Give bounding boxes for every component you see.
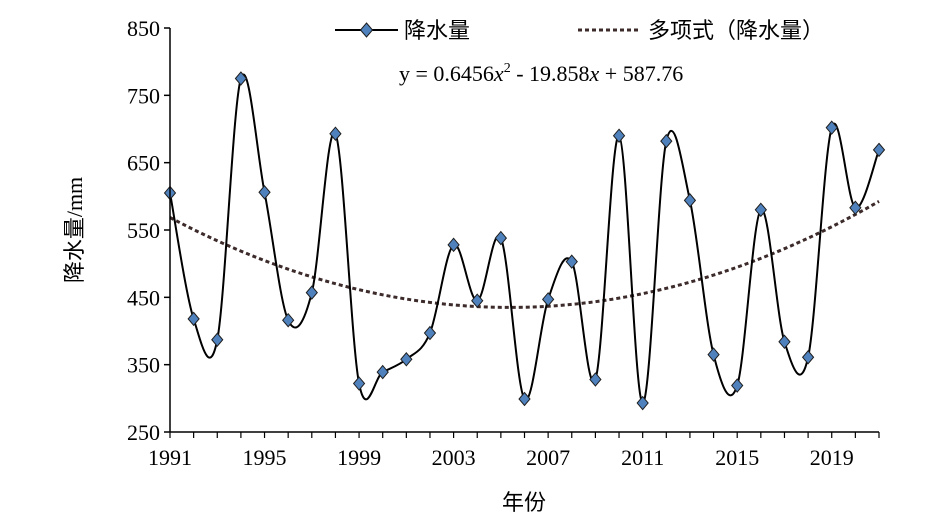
x-tick-label: 1991 <box>148 445 192 470</box>
data-point-marker <box>187 311 200 327</box>
data-point-marker <box>258 185 271 200</box>
y-tick-label: 450 <box>127 285 160 310</box>
data-point-marker <box>282 312 295 328</box>
data-point-marker <box>731 378 744 393</box>
data-point-marker <box>801 349 815 365</box>
y-axis-title: 降水量/mm <box>62 177 87 283</box>
equation-suffix: + 587.76 <box>599 61 683 86</box>
y-tick-label: 550 <box>127 218 160 243</box>
equation-x-term: x <box>493 61 504 86</box>
data-point-marker <box>541 292 555 307</box>
data-point-marker <box>754 202 767 218</box>
x-tick-label: 2015 <box>715 445 759 470</box>
data-point-marker <box>683 193 697 208</box>
y-tick-label: 250 <box>127 420 160 445</box>
series-line-layer <box>169 73 880 405</box>
data-point-marker <box>329 126 342 141</box>
x-axis-ticks: 1991 1995 1999 2003 2007 2011 2015 2019 <box>148 432 880 470</box>
x-tick-label: 2007 <box>526 445 570 470</box>
data-markers <box>163 71 886 411</box>
data-point-marker <box>494 230 508 246</box>
data-point-marker <box>400 352 413 367</box>
equation-x-term-2: x <box>589 61 600 86</box>
trendline-polynomial <box>169 200 880 309</box>
legend-label-series: 降水量 <box>404 18 470 43</box>
y-axis-ticks: 250 350 450 550 650 750 850 <box>127 16 170 445</box>
y-tick-label: 650 <box>127 151 160 176</box>
data-point-marker <box>234 71 248 86</box>
y-tick-label: 850 <box>127 16 160 41</box>
data-point-marker <box>778 334 791 350</box>
legend-diamond-marker <box>359 22 374 38</box>
data-point-marker <box>518 391 531 407</box>
y-tick-label: 350 <box>127 353 160 378</box>
x-tick-label: 1995 <box>243 445 287 470</box>
equation-exponent: 2 <box>504 61 511 76</box>
equation-middle: - 19.858 <box>511 61 590 86</box>
trend-equation: y = 0.6456x2 - 19.858x + 587.76 <box>399 61 683 86</box>
x-tick-label: 2019 <box>810 445 854 470</box>
data-point-marker <box>211 332 224 348</box>
data-point-marker <box>352 376 366 391</box>
series-line-precipitation <box>169 73 880 405</box>
data-point-marker <box>305 285 318 300</box>
data-point-marker <box>447 237 460 253</box>
trendline-layer <box>169 200 880 309</box>
x-tick-label: 2011 <box>621 445 664 470</box>
data-point-marker <box>612 128 626 144</box>
legend-label-trend: 多项式（降水量） <box>648 18 824 43</box>
data-point-marker <box>825 120 838 135</box>
x-axis-title: 年份 <box>502 490 546 515</box>
data-point-marker <box>636 395 649 411</box>
data-point-marker <box>376 364 389 380</box>
data-point-marker <box>707 347 720 362</box>
x-tick-label: 2003 <box>432 445 476 470</box>
data-point-marker <box>423 325 437 341</box>
data-point-marker <box>471 293 484 308</box>
data-point-marker <box>660 133 673 149</box>
y-tick-label: 750 <box>127 83 160 108</box>
data-point-marker <box>872 142 886 158</box>
x-tick-label: 1999 <box>337 445 381 470</box>
data-point-marker <box>565 254 578 269</box>
legend: 降水量 多项式（降水量） <box>335 18 824 43</box>
data-point-marker <box>589 372 602 387</box>
equation-prefix: y = 0.6456 <box>399 61 494 86</box>
data-point-marker <box>849 200 862 216</box>
